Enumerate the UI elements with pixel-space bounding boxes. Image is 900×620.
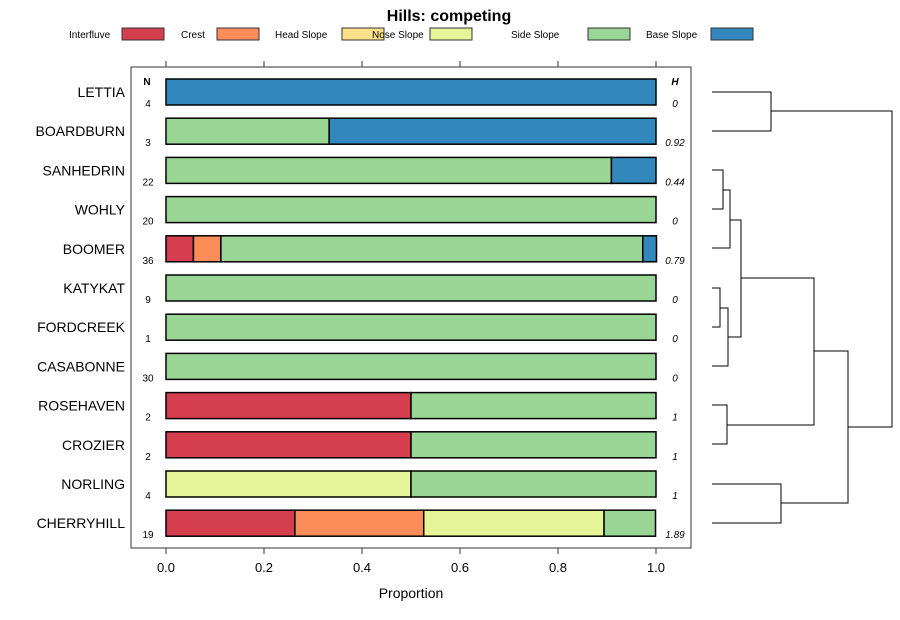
bar-segment-side-slope — [165, 156, 613, 185]
n-value: 4 — [145, 491, 151, 502]
bar-segment-nose-slope — [165, 470, 412, 498]
h-value: 0 — [672, 295, 678, 306]
dendrogram-branch — [712, 189, 731, 249]
n-value: 2 — [145, 452, 151, 463]
category-label: CHERRYHILL — [37, 515, 126, 531]
dendrogram-branch — [712, 91, 772, 132]
n-value: 2 — [145, 413, 151, 424]
category-label: WOHLY — [75, 202, 126, 218]
bar-segment-crest — [294, 509, 425, 537]
legend-label: Interfluve — [69, 30, 111, 41]
h-value: 0 — [672, 217, 678, 228]
category-label: NORLING — [61, 476, 125, 492]
dendrogram-branch — [712, 483, 782, 524]
legend-swatch — [341, 27, 385, 41]
h-value: 0.44 — [665, 177, 685, 188]
h-value: 1 — [672, 491, 678, 502]
category-label: LETTIA — [78, 84, 126, 100]
dendrogram-branch — [712, 169, 724, 210]
n-value: 30 — [142, 373, 154, 384]
h-value: 1 — [672, 413, 678, 424]
x-tick-label: 0.2 — [255, 560, 273, 575]
bar-segment-side-slope — [220, 235, 644, 263]
category-label: BOARDBURN — [36, 123, 125, 139]
bar-segment-base-slope — [165, 78, 657, 106]
legend-swatch — [710, 27, 754, 41]
dendrogram-branch — [712, 287, 721, 328]
legend-label: Crest — [181, 30, 205, 41]
n-value: 20 — [142, 217, 154, 228]
n-value: 36 — [142, 256, 154, 267]
bar-segment-side-slope — [165, 274, 657, 302]
n-value: 4 — [145, 99, 151, 110]
h-value: 0 — [672, 334, 678, 345]
legend-label: Nose Slope — [372, 30, 424, 41]
category-label: FORDCREEK — [37, 319, 126, 335]
bar-segment-base-slope — [328, 117, 657, 145]
category-label: KATYKAT — [63, 280, 125, 296]
bar-segment-interfluve — [165, 431, 412, 459]
chart-title: Hills: competing — [387, 8, 511, 25]
bar-segment-nose-slope — [422, 509, 605, 537]
x-tick-label: 0.8 — [549, 560, 567, 575]
bar-segment-base-slope — [642, 235, 658, 263]
h-header: H — [671, 77, 679, 88]
dendrogram — [712, 91, 893, 524]
bar-segment-side-slope — [165, 313, 657, 341]
dendrogram-branch — [781, 350, 849, 504]
n-header: N — [143, 77, 150, 88]
n-value: 22 — [142, 177, 154, 188]
dendrogram-branch — [771, 110, 893, 428]
h-value: 0 — [672, 99, 678, 110]
x-tick-label: 0.4 — [353, 560, 371, 575]
category-label: ROSEHAVEN — [38, 398, 125, 414]
legend: Interfluve Crest Head Slope Nose Slope Side … — [69, 27, 754, 41]
legend-swatch — [121, 27, 165, 41]
h-value: 0.79 — [665, 256, 685, 267]
bar-segment-side-slope — [165, 195, 657, 224]
legend-swatch — [587, 27, 631, 41]
x-tick-label: 0.6 — [451, 560, 469, 575]
bar-segment-interfluve — [165, 391, 412, 420]
bar-segment-interfluve — [165, 235, 195, 263]
category-label: SANHEDRIN — [43, 162, 125, 178]
h-value: 1.89 — [665, 530, 685, 541]
legend-label: Head Slope — [275, 30, 328, 41]
bar-segment-side-slope — [603, 509, 657, 537]
x-tick-label: 0.0 — [157, 560, 175, 575]
bar-segment-side-slope — [165, 117, 330, 145]
x-tick-label: 1.0 — [647, 560, 665, 575]
legend-swatch — [429, 27, 473, 41]
dendrogram-branch — [727, 277, 815, 426]
h-value: 0 — [672, 373, 678, 384]
category-label: CROZIER — [62, 437, 125, 453]
h-value: 1 — [672, 452, 678, 463]
bar-segment-side-slope — [410, 470, 657, 498]
category-label: BOOMER — [63, 241, 125, 257]
category-label: CASABONNE — [37, 358, 125, 374]
bar-segment-crest — [192, 235, 222, 263]
bar-segment-side-slope — [410, 391, 657, 420]
h-value: 0.92 — [665, 138, 685, 149]
x-axis-label: Proportion — [379, 585, 444, 601]
n-value: 19 — [142, 530, 154, 541]
bar-segment-side-slope — [165, 352, 657, 381]
legend-label: Side Slope — [511, 30, 560, 41]
n-value: 1 — [145, 334, 151, 345]
bar-segment-base-slope — [610, 156, 657, 185]
n-value: 9 — [145, 295, 151, 306]
legend-swatch — [216, 27, 260, 41]
n-value: 3 — [145, 138, 151, 149]
bar-segment-side-slope — [410, 431, 657, 459]
bar-segment-interfluve — [165, 509, 296, 537]
dendrogram-branch — [712, 404, 728, 445]
legend-label: Base Slope — [646, 30, 698, 41]
plot-frame — [130, 66, 692, 549]
